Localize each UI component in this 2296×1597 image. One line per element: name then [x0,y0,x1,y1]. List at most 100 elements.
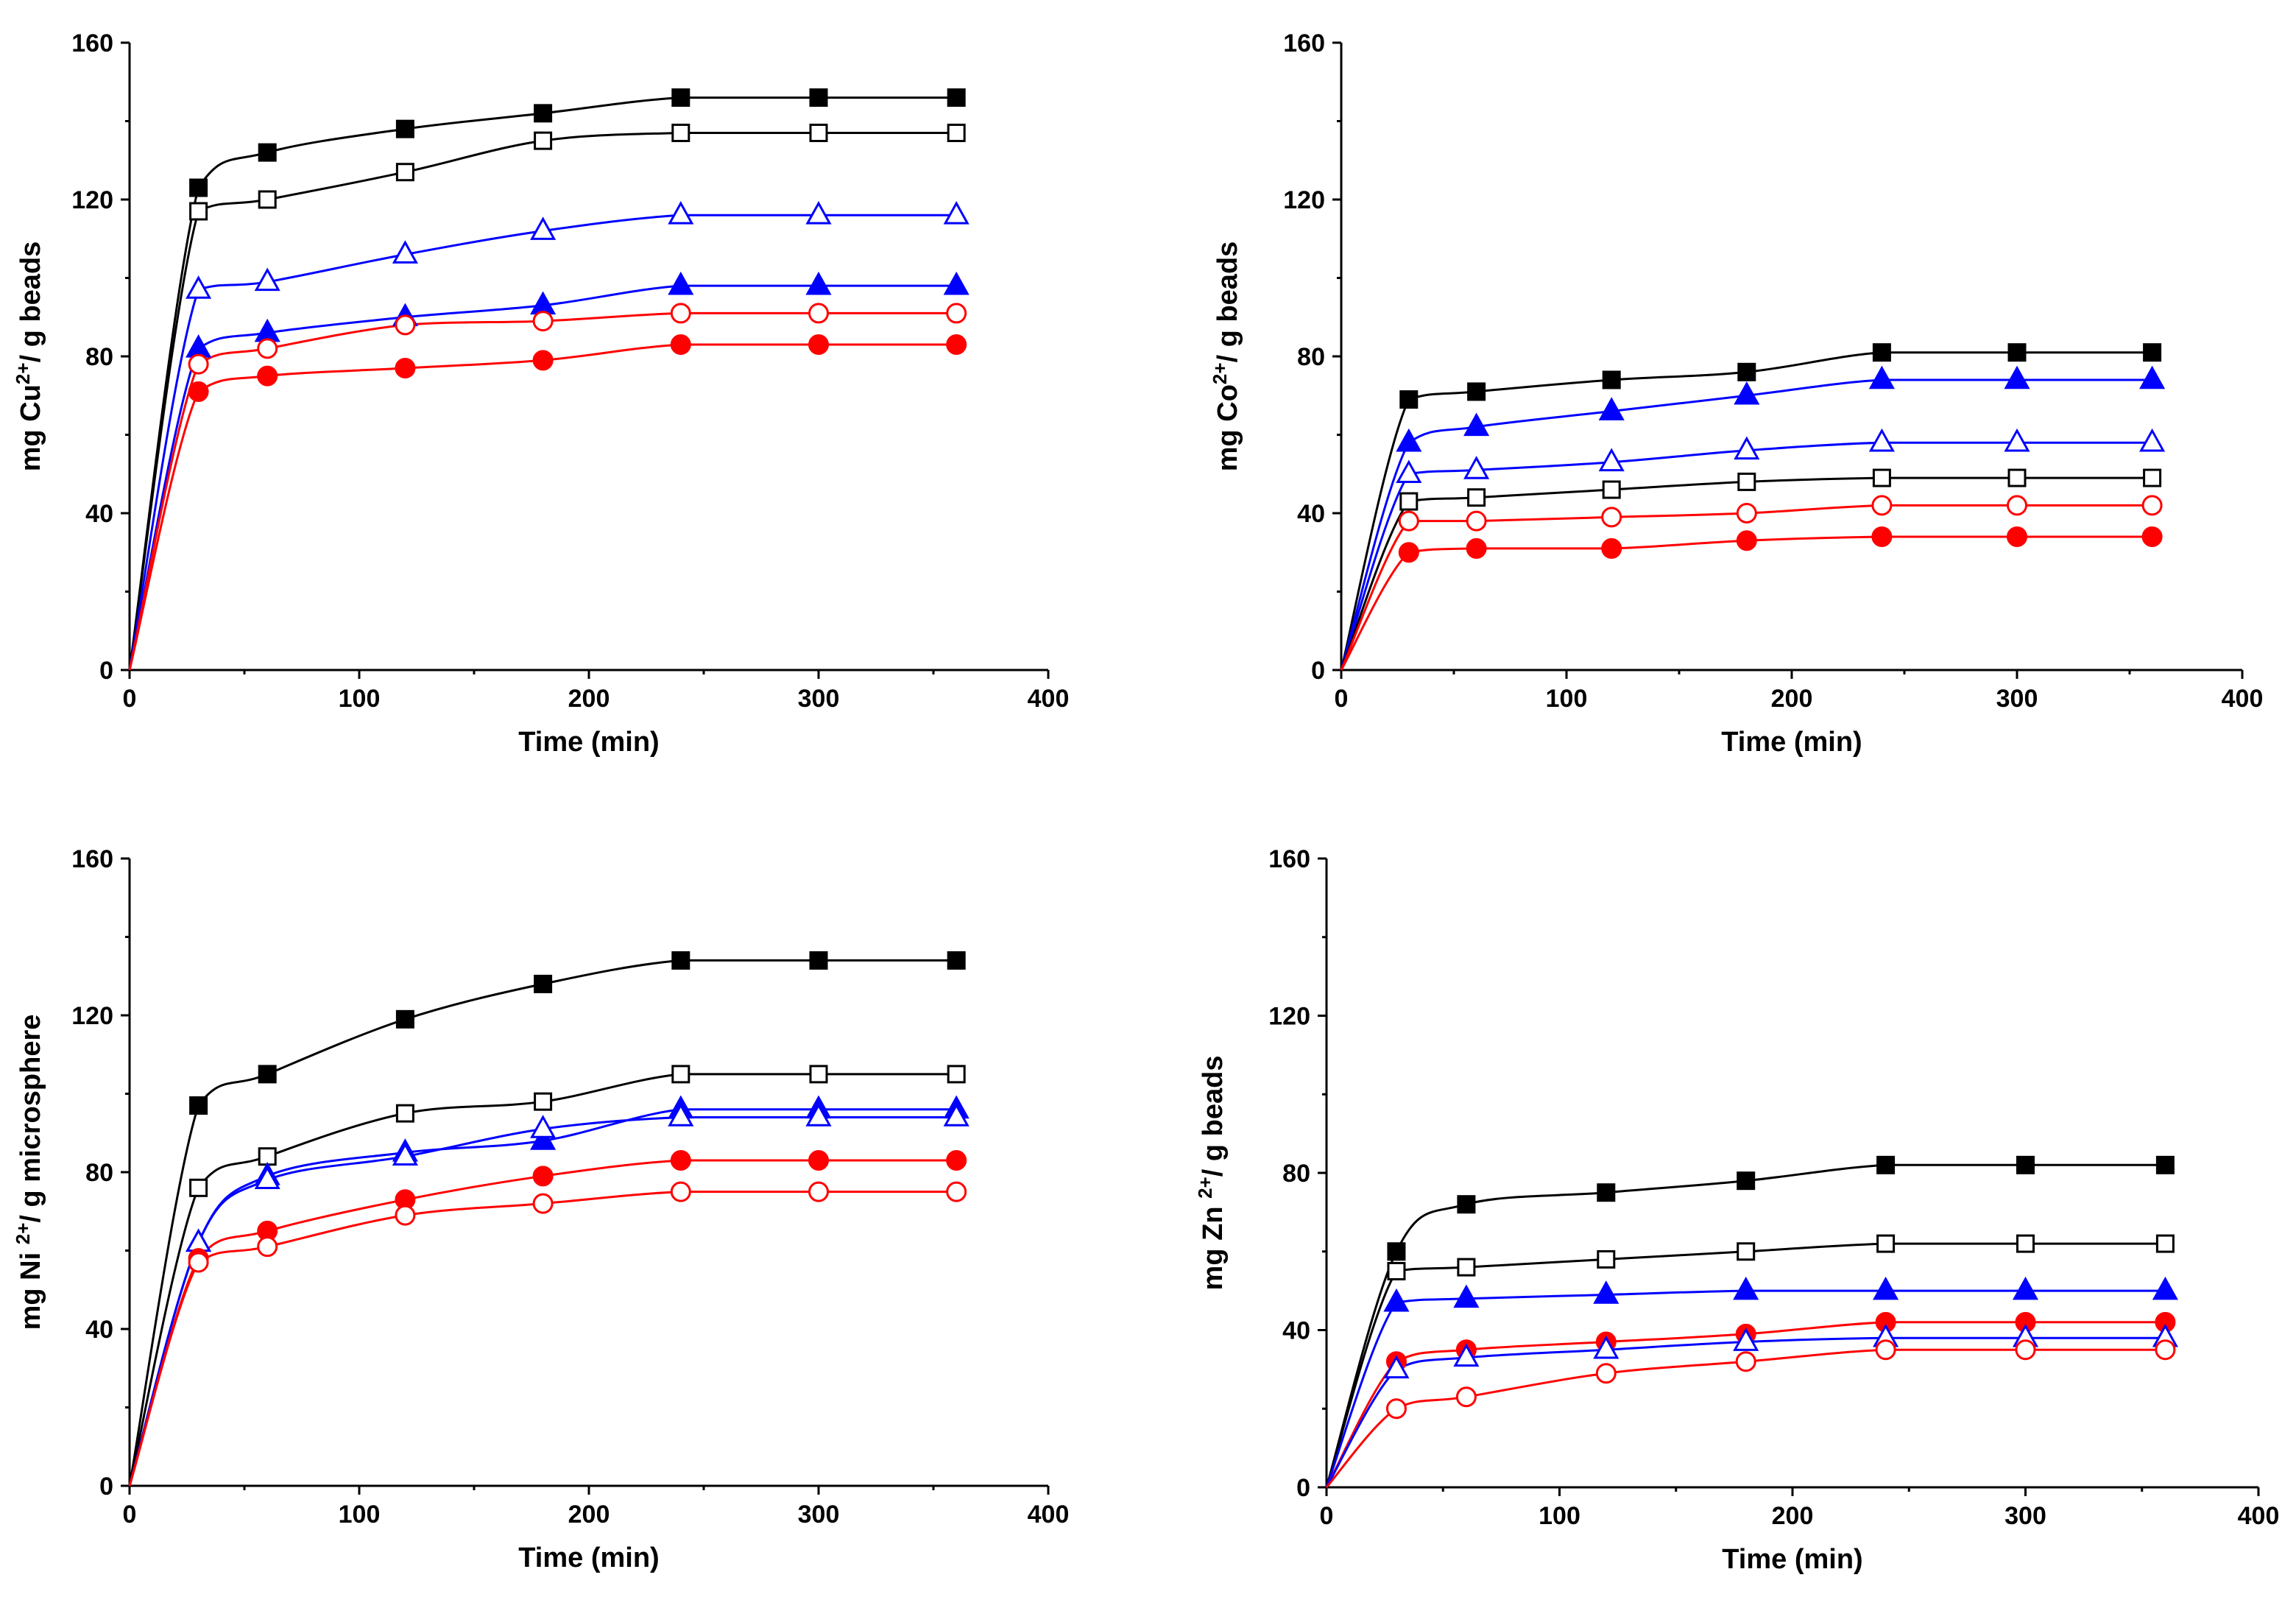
data-point-filled-square-black [2007,343,2027,362]
data-point-filled-circle-red [2141,526,2163,547]
y-tick-label: 160 [71,845,113,873]
data-point-open-triangle-blue [1868,428,1895,452]
y-tick-label: 0 [1311,657,1325,685]
data-point-open-square-black [1737,472,1756,491]
x-tick-label: 0 [1335,685,1349,713]
data-point-filled-circle-red [808,334,829,356]
data-point-open-circle-red [257,1236,278,1258]
data-point-filled-circle-red [1871,526,1893,547]
data-point-open-triangle-blue [1593,1335,1619,1359]
data-point-open-square-black [189,202,208,221]
data-point-filled-circle-red [257,365,278,387]
data-point-open-circle-red [2015,1339,2036,1361]
data-point-open-circle-red [188,353,209,375]
y-tick-label: 40 [1297,500,1325,528]
x-axis-title: Time (min) [1721,727,1862,758]
data-point-filled-circle-red [1736,530,1757,551]
data-point-filled-triangle-blue [1593,1280,1619,1304]
data-point-open-triangle-blue [943,1103,969,1127]
data-point-filled-square-black [2016,1155,2035,1174]
x-tick-label: 0 [123,685,137,713]
data-point-filled-triangle-blue [1396,428,1422,452]
data-point-open-circle-red [1875,1339,1896,1361]
x-tick-label: 300 [1996,685,2038,713]
data-point-open-triangle-blue [1463,456,1490,479]
y-tick-label: 40 [85,500,113,528]
data-point-filled-circle-red [808,1150,829,1171]
data-point-open-triangle-blue [805,201,832,225]
data-point-filled-circle-red [2007,526,2027,547]
x-axis-title: Time (min) [518,727,659,758]
data-point-open-square-black [671,123,690,142]
data-point-filled-circle-red [188,381,209,402]
data-point-open-square-black [1872,468,1891,487]
data-point-filled-circle-red [1466,537,1487,559]
x-tick-label: 400 [1028,685,1070,713]
data-point-open-circle-red [1736,503,1757,523]
data-point-filled-triangle-blue [2012,1276,2039,1300]
data-point-open-triangle-blue [530,1115,557,1138]
data-point-filled-square-black [1399,390,1419,409]
data-point-open-circle-red [808,303,829,324]
fit-curve-filled-square-black [128,959,957,1487]
data-point-filled-triangle-blue [1383,1288,1410,1312]
data-point-filled-square-black [1457,1195,1476,1214]
data-point-open-square-black [2143,468,2162,487]
data-point-open-square-black [1876,1234,1896,1253]
data-point-filled-square-black [534,104,553,123]
data-point-open-circle-red [1398,510,1419,532]
data-point-filled-circle-red [1398,542,1419,563]
data-point-filled-square-black [809,88,828,107]
data-point-open-circle-red [1735,1351,1756,1372]
y-tick-label: 120 [71,186,113,214]
fit-curve-open-triangle-blue [128,214,957,671]
data-point-open-square-black [1387,1261,1406,1280]
data-point-filled-circle-red [946,334,967,356]
data-point-filled-circle-red [1601,537,1622,559]
data-point-open-square-black [395,1104,414,1123]
data-point-open-triangle-blue [943,201,969,225]
x-tick-label: 400 [2238,1502,2280,1530]
data-point-open-circle-red [2141,495,2163,516]
data-point-open-circle-red [1455,1386,1477,1408]
data-point-filled-square-black [1872,343,1891,362]
data-point-filled-triangle-blue [1868,365,1895,389]
data-point-open-circle-red [1601,507,1622,528]
x-tick-label: 400 [1028,1501,1070,1529]
y-axis-title: mg Co2+/ g beads [1209,242,1243,472]
data-point-open-square-black [258,190,277,209]
data-point-filled-triangle-blue [1734,381,1760,405]
fit-curve-filled-square-black [128,96,957,671]
data-point-filled-triangle-blue [1463,412,1490,437]
fit-curve-open-circle-red [1340,504,2152,671]
x-tick-label: 100 [339,685,381,713]
data-point-open-triangle-blue [2139,428,2166,452]
data-point-open-square-black [2016,1234,2035,1253]
x-tick-label: 300 [2004,1502,2046,1530]
data-point-open-circle-red [1385,1398,1407,1420]
fit-curve-open-square-black [128,131,957,671]
data-point-filled-circle-red [946,1150,967,1171]
y-tick-label: 80 [85,343,113,371]
data-point-open-triangle-blue [254,267,280,292]
y-tick-label: 160 [71,29,113,57]
y-axis-title: mg Ni 2+/ g microsphere [12,1015,46,1330]
data-point-filled-triangle-blue [1453,1284,1480,1308]
data-point-filled-square-black [671,88,690,107]
x-tick-label: 300 [798,1501,840,1529]
data-point-open-circle-red [1466,510,1487,532]
panel-ni: 0 100 200 300 400 0 40 80 120 160 Time (min) mg Ni … [12,845,1069,1573]
data-point-open-square-black [947,1065,966,1084]
data-point-open-square-black [2155,1234,2175,1253]
data-point-open-circle-red [946,1181,967,1202]
data-point-open-circle-red [395,1205,416,1226]
data-point-open-square-black [1457,1258,1476,1277]
fit-curve-open-square-black [128,1073,957,1487]
data-point-filled-circle-red [395,357,416,378]
data-point-filled-triangle-blue [530,1127,557,1150]
data-point-open-triangle-blue [1734,436,1760,460]
y-tick-label: 120 [71,1002,113,1030]
data-point-filled-square-black [395,1009,414,1029]
data-point-filled-square-black [258,1065,277,1084]
data-point-open-circle-red [257,338,278,359]
